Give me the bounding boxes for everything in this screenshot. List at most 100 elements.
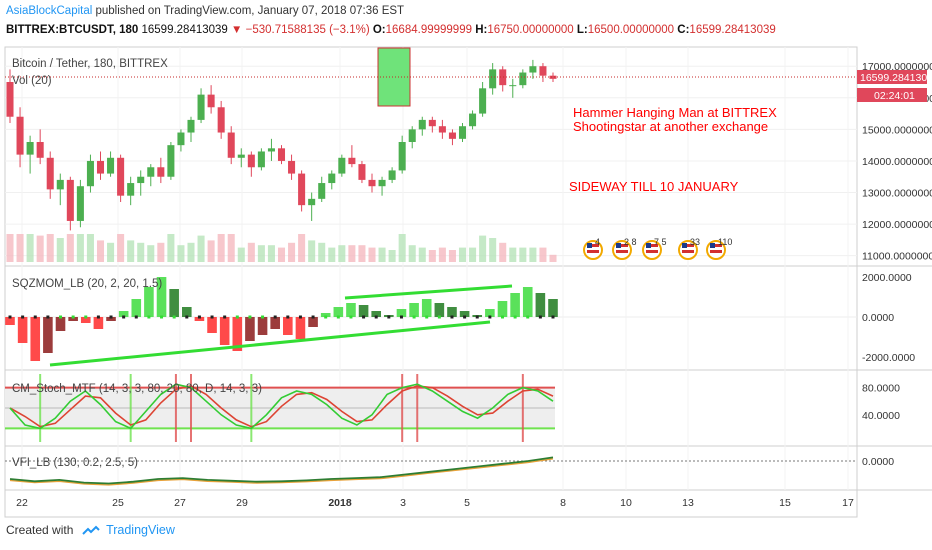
sqzmom-bar [55,317,66,331]
candle-body [117,157,125,196]
sqzmom-bar [535,293,546,317]
volume-bar [107,242,115,262]
sqzmom-bar [320,313,331,317]
candle-body [157,167,165,177]
candle-body [26,142,34,155]
sqzmom-dot [33,315,37,319]
sqzmom-bar [510,293,520,317]
price-change: ▼ −530.71588135 (−3.1%) [231,24,370,36]
flag-canton [710,243,715,248]
candle-body [318,183,326,199]
volume-bar [66,234,74,262]
price-tick-label: 11000.00000000 [862,251,932,263]
sqzmom-bar [270,317,280,329]
sqzmom-dot [109,315,113,319]
candles-layer [6,59,557,231]
sqzmom-dot [59,315,63,319]
author-link[interactable]: AsiaBlockCapital [6,5,93,17]
volume-bar [338,245,346,262]
sqzmom-bar [169,289,179,317]
volume-bar [127,240,135,262]
candle-body [438,126,446,133]
time-tick-label: 5 [464,497,470,509]
tradingview-brand[interactable]: TradingView [106,523,175,537]
volume-bar [277,247,286,262]
volume-bar [438,247,446,262]
event-badge-count: 33 [690,237,700,247]
volume-bar [408,245,416,262]
volume-bar [117,234,125,262]
volume-bar [448,250,456,262]
time-tick-label: 13 [682,497,694,509]
candle-body [197,94,205,120]
trendline-upper[interactable] [344,284,513,300]
sqzmom-dot [399,315,403,319]
highlight-box[interactable] [377,47,411,107]
candle-body [227,132,235,158]
volume-bar [368,247,376,262]
sqzmom-bar [181,307,192,317]
volume-bar [358,245,366,262]
event-badges[interactable]: 4 2 8 7 5 33 110 [583,237,732,260]
candle-body [368,179,376,187]
sqzmom-dot [71,315,75,319]
close-value: 16599.28413039 [689,24,776,36]
publish-header: AsiaBlockCapital published on TradingVie… [6,5,404,17]
vfi-layer [5,456,857,486]
sqzmom-histogram [5,277,558,361]
candle-body [519,72,527,86]
candle-body [428,119,436,127]
sqzmom-dot [324,315,328,319]
sqzmom-dot [84,315,88,319]
volume-bar [479,235,487,262]
candle-body [388,170,396,180]
sqzmom-bar [257,317,268,335]
candle-body [358,164,366,180]
sqzmom-bar [5,317,15,325]
chart-canvas[interactable]: 17000.0000000016000.0000000015000.000000… [0,0,932,520]
flag-canton [616,243,621,248]
sqzmom-bar [144,287,154,317]
candle-body [16,116,24,155]
candle-body [539,66,547,76]
stoch-label: CM_Stoch_MTF (14, 3, 3, 80, 20, 80, D, 1… [12,383,262,395]
stoch-d-line [9,385,554,428]
sqzmom-dot [374,315,378,319]
event-badge-count: 2 8 [624,237,637,247]
flag-stripe [682,250,694,253]
trendline-lower[interactable] [49,320,491,367]
timer-tag [857,88,927,102]
flag-stripe [587,250,599,253]
event-badge-count: 4 [595,237,600,247]
sqzmom-dot [172,315,176,319]
low-value: 16500.00000000 [587,24,675,36]
volume-bar [308,240,316,262]
flag-stripe [616,250,628,253]
candle-body [187,119,195,133]
volume-bar [177,245,185,262]
annotation-sideway: SIDEWAY TILL 10 JANUARY [569,179,739,194]
time-tick-label: 29 [236,497,248,509]
sqzmom-dot [336,315,340,319]
flag-stripe [710,244,722,247]
time-tick-label: 3 [400,497,406,509]
sqzmom-dot [513,315,517,319]
vfi-signal-line [9,458,554,486]
candle-body [328,173,336,184]
sqzmom-bar [194,317,205,321]
candle-body [247,154,255,168]
volume-bar [489,238,497,262]
candle-body [549,75,557,79]
candle-body [277,148,286,161]
vfi-tick-label: 0.0000 [862,456,894,468]
candle-body [489,69,497,89]
candle-body [76,186,84,221]
sqzmom-dot [147,315,151,319]
sqzmom-dot [526,315,530,319]
sqzmom-bar [409,303,419,317]
candle-body [308,198,316,206]
sqzmom-bar [131,299,142,317]
sqzmom-dot [223,315,227,319]
volume-bar [257,245,265,262]
sqzmom-dot [311,315,315,319]
